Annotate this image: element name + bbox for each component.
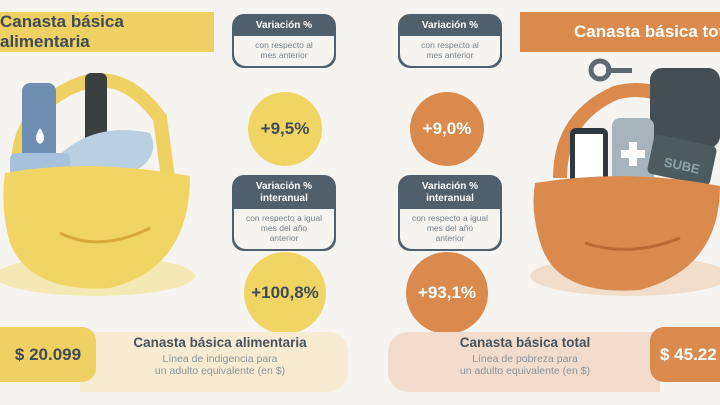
right-monthly-subtitle: con respecto al mes anterior [400,36,500,66]
left-monthly-heading: Variación % [255,20,313,31]
right-monthly-sub1: con respecto al [421,40,479,50]
banner-right: Canasta básica total [520,12,720,52]
right-yearly-heading2: interanual [426,193,474,204]
banner-left: Canasta básica alimentaria [0,12,214,52]
sweater-icon [650,68,720,148]
left-yearly-bubble: Variación % interanual con respecto a ig… [232,175,336,251]
right-yearly-heading1: Variación % [421,181,479,192]
sube-card-label: SUBE [663,155,702,177]
right-yearly-sub2: mes del año [426,223,474,233]
right-yearly-value-circle: +93,1% [406,252,488,334]
left-yearly-heading: Variación % interanual [232,175,336,209]
left-info-panel [80,332,348,392]
phone-screen [575,134,603,178]
left-monthly-subtitle: con respecto al mes anterior [234,36,334,66]
food-basket-illustration [0,73,195,296]
left-info-desc2: un adulto equivalente (en $) [154,365,286,377]
left-price-box: $ 20.099 [0,327,96,382]
right-yearly-heading: Variación % interanual [398,175,502,209]
right-monthly-value-circle: +9,0% [410,92,484,166]
right-monthly-heading: Variación % [421,20,479,31]
total-basket-illustration: SUBE [530,58,720,296]
left-monthly-sub1: con respecto al [255,40,313,50]
basket-smile-right [584,236,681,251]
left-monthly-sub2: mes anterior [260,50,308,60]
right-info-desc2: un adulto equivalente (en $) [459,365,591,377]
left-yearly-heading2: interanual [260,193,308,204]
basket-handle [11,73,175,180]
right-yearly-value: +93,1% [417,283,477,302]
banner-left-title: Canasta básica alimentaria [0,12,124,51]
left-monthly-value: +9,5% [260,119,310,138]
right-monthly-value: +9,0% [422,119,472,138]
left-price-value: $ 20.099 [14,344,82,364]
left-yearly-sub3: anterior [269,233,299,243]
left-monthly-value-circle: +9,5% [248,92,322,166]
left-yearly-value-circle: +100,8% [244,252,326,334]
key-blade [606,68,632,73]
right-monthly-sub2: mes anterior [426,50,474,60]
medical-cross-v [629,142,637,166]
right-info-title: Canasta básica total [459,335,591,350]
right-monthly-bubble: Variación % con respecto al mes anterior [398,14,502,68]
right-price-box: $ 45.22 [650,327,720,382]
right-yearly-sub3: anterior [435,233,465,243]
right-yearly-subtitle: con respecto a igual mes del año anterio… [400,209,500,249]
left-yearly-sub2: mes del año [260,223,308,233]
right-yearly-sub1: con respecto a igual [411,213,489,223]
water-drop-icon [36,128,44,144]
basket-body [3,166,191,289]
right-yearly-bubble: Variación % interanual con respecto a ig… [398,175,502,251]
right-info-panel [388,332,660,392]
banner-right-title: Canasta básica total [574,22,720,41]
left-info-desc1: Línea de indigencia para [162,353,278,365]
basket-smile [59,226,151,244]
left-yearly-sub1: con respecto a igual [245,213,323,223]
right-info-text: Canasta básica total Línea de pobreza pa… [400,335,650,377]
left-yearly-value: +100,8% [251,283,319,302]
left-yearly-subtitle: con respecto a igual mes del año anterio… [234,209,334,249]
left-info-title: Canasta básica alimentaria [133,335,307,350]
basket-body-right [533,176,720,291]
right-price-value: $ 45.22 [660,344,717,364]
left-info-text: Canasta básica alimentaria Línea de indi… [100,335,340,377]
right-info-desc1: Línea de pobreza para [472,353,578,365]
sube-card-icon [647,134,717,186]
left-yearly-heading1: Variación % [255,181,313,192]
left-monthly-bubble: Variación % con respecto al mes anterior [232,14,336,68]
